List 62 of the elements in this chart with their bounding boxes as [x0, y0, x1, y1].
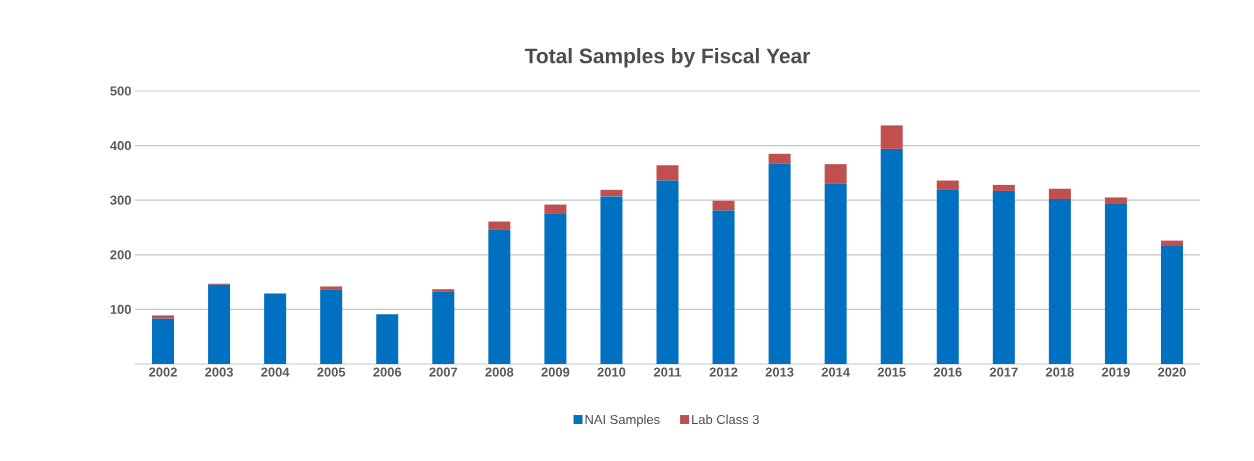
- bar: [264, 293, 287, 364]
- bar: [712, 200, 735, 211]
- bar: [320, 289, 343, 364]
- bar: [1048, 188, 1071, 200]
- x-tick-label: 2007: [429, 367, 458, 377]
- bar: [1048, 199, 1071, 364]
- x-tick-label: 2005: [317, 367, 346, 377]
- bar: [320, 286, 343, 290]
- y-tick-label: 300: [110, 195, 131, 205]
- legend-label: NAI Samples: [585, 414, 660, 427]
- chart-title: Total Samples by Fiscal Year: [524, 48, 811, 68]
- x-tick-label: 2003: [205, 367, 234, 377]
- x-tick-label: 2018: [1045, 367, 1074, 377]
- bar: [376, 314, 399, 364]
- x-tick-label: 2015: [877, 367, 906, 377]
- bar: [936, 189, 959, 364]
- legend-label: Lab Class 3: [692, 414, 759, 425]
- bar: [1160, 240, 1183, 247]
- bar: [768, 163, 791, 364]
- bar: [152, 318, 175, 364]
- bar: [992, 184, 1015, 191]
- x-tick-label: 2014: [821, 367, 850, 377]
- bar: [600, 196, 623, 364]
- bar: [544, 213, 567, 364]
- bar: [656, 180, 679, 364]
- bar: [208, 284, 231, 364]
- bar: [880, 148, 903, 364]
- bar: [656, 165, 679, 181]
- bar: [432, 289, 455, 292]
- bar: [600, 189, 623, 197]
- x-tick-label: 2006: [373, 367, 402, 377]
- x-tick-label: 2012: [709, 367, 738, 377]
- x-tick-label: 2016: [933, 367, 962, 377]
- bar: [488, 229, 511, 364]
- bar: [992, 190, 1015, 364]
- x-tick-label: 2020: [1158, 367, 1186, 377]
- bar: [936, 180, 959, 190]
- bar: [880, 125, 903, 149]
- bar: [712, 210, 735, 364]
- x-tick-label: 2009: [541, 367, 570, 377]
- bar: [824, 164, 847, 184]
- x-tick-label: 2002: [149, 367, 177, 377]
- bar: [432, 291, 455, 364]
- bar: [1104, 197, 1127, 205]
- x-tick-label: 2008: [485, 367, 514, 377]
- y-tick-label: 500: [110, 86, 131, 96]
- bar: [1160, 246, 1183, 364]
- x-tick-label: 2017: [989, 367, 1018, 377]
- bar: [824, 183, 847, 364]
- y-tick-label: 100: [110, 304, 131, 314]
- y-tick-label: 200: [110, 250, 131, 260]
- x-tick-label: 2013: [765, 367, 794, 377]
- x-tick-label: 2011: [653, 367, 682, 377]
- y-tick-label: 400: [110, 141, 131, 151]
- bar: [544, 204, 567, 214]
- x-tick-label: 2004: [261, 367, 290, 377]
- bar: [1104, 204, 1127, 364]
- x-tick-label: 2019: [1101, 367, 1130, 377]
- bar: [768, 153, 791, 164]
- bar: [488, 221, 511, 230]
- x-tick-label: 2010: [597, 367, 626, 377]
- bar: [152, 315, 175, 319]
